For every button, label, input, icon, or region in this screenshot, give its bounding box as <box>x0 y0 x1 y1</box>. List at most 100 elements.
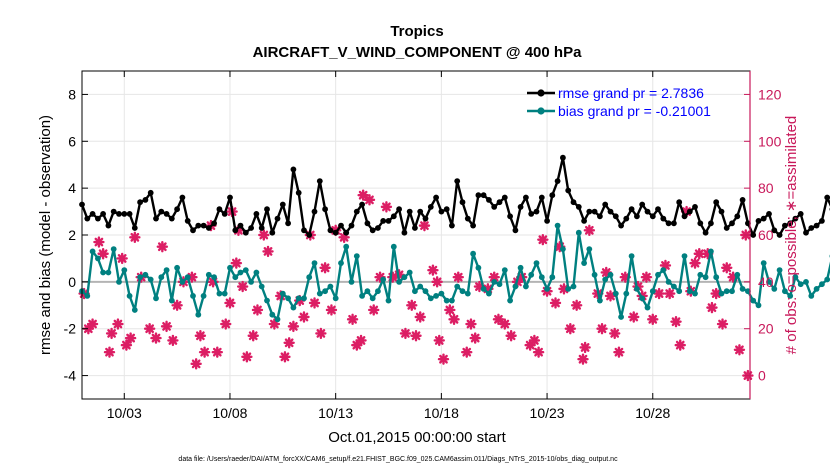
y2-tick-label-3: 60 <box>758 227 774 243</box>
obs-point-74 <box>461 346 473 358</box>
rmse-point-38 <box>279 201 286 208</box>
obs-point-108 <box>640 271 653 283</box>
rmse-point-11 <box>137 199 144 206</box>
rmse-series <box>79 154 830 238</box>
bias-point-68 <box>438 290 445 297</box>
obs-point-125 <box>733 344 746 356</box>
rmse-point-77 <box>486 197 492 203</box>
obs-point-82 <box>505 330 517 342</box>
bias-point-70 <box>449 297 455 304</box>
bias-point-75 <box>475 264 482 271</box>
obs-point-103 <box>613 346 625 358</box>
bias-point-17 <box>168 297 175 304</box>
rmse-point-69 <box>443 206 450 213</box>
obs-point-4 <box>97 248 109 260</box>
bias-point-72 <box>459 288 466 295</box>
bias-point-36 <box>269 311 276 318</box>
rmse-point-128 <box>755 218 762 224</box>
rmse-point-74 <box>470 222 476 229</box>
bias-point-16 <box>163 267 170 273</box>
y2-tick-label-1: 20 <box>758 321 774 337</box>
chart-subtitle: AIRCRAFT_V_WIND_COMPONENT @ 400 hPa <box>253 44 583 61</box>
bias-point-15 <box>158 274 165 281</box>
bias-point-121 <box>718 290 725 297</box>
obs-point-96 <box>579 341 591 354</box>
rmse-point-90 <box>554 178 561 185</box>
bias-point-78 <box>491 279 498 285</box>
rmse-point-65 <box>422 215 429 222</box>
obs-point-34 <box>247 330 259 342</box>
rmse-point-3 <box>95 215 101 222</box>
bias-point-82 <box>512 283 519 290</box>
obs-point-101 <box>604 290 617 302</box>
rmse-point-6 <box>110 208 117 215</box>
obs-point-6 <box>105 327 118 340</box>
obs-point-95 <box>577 353 589 365</box>
bias-point-87 <box>538 274 545 281</box>
obs-point-49 <box>325 304 338 316</box>
obs-point-75 <box>465 318 477 330</box>
bias-series <box>79 222 830 323</box>
bias-point-1 <box>84 293 91 299</box>
rmse-point-129 <box>760 215 767 222</box>
bias-point-45 <box>316 290 323 297</box>
obs-point-32 <box>236 280 249 293</box>
rmse-point-109 <box>655 206 661 213</box>
bias-point-114 <box>681 253 688 259</box>
bias-point-104 <box>628 253 635 259</box>
rmse-point-71 <box>454 178 461 185</box>
rmse-point-59 <box>390 213 397 220</box>
obs-point-17 <box>167 334 179 347</box>
bias-point-47 <box>327 283 334 290</box>
obs-point-90 <box>549 297 562 309</box>
obs-point-22 <box>194 330 207 342</box>
bias-point-19 <box>179 279 186 285</box>
rmse-point-87 <box>538 194 545 201</box>
rmse-point-80 <box>501 194 508 201</box>
rmse-point-50 <box>343 229 350 236</box>
bias-point-130 <box>766 279 772 285</box>
rmse-point-5 <box>105 222 112 229</box>
rmse-point-131 <box>771 227 778 234</box>
bias-point-32 <box>248 279 255 285</box>
obs-point-13 <box>143 323 156 335</box>
rmse-point-75 <box>475 192 482 199</box>
obs-point-56 <box>363 194 376 206</box>
bias-point-120 <box>713 274 720 281</box>
rmse-point-132 <box>776 232 783 238</box>
obs-point-3 <box>93 236 105 248</box>
obs-point-2 <box>86 318 99 330</box>
bias-point-103 <box>623 290 630 297</box>
bias-point-79 <box>496 281 503 288</box>
rmse-point-66 <box>427 204 434 210</box>
bias-point-80 <box>501 267 508 273</box>
rmse-point-51 <box>348 222 355 229</box>
bias-point-23 <box>200 293 207 299</box>
obs-point-18 <box>171 299 183 311</box>
obs-point-16 <box>160 320 173 333</box>
bias-point-27 <box>221 290 228 297</box>
rmse-point-10 <box>131 225 138 231</box>
rmse-point-49 <box>338 222 344 229</box>
y-axis-right: 0 20 40 60 80 100 120 <box>744 71 782 399</box>
obs-point-114 <box>674 339 686 351</box>
obs-point-71 <box>444 304 456 316</box>
bias-point-18 <box>174 264 181 271</box>
rmse-point-67 <box>433 194 439 201</box>
rmse-point-23 <box>200 222 207 229</box>
y2-tick-label-5: 100 <box>758 133 782 149</box>
bias-point-123 <box>729 288 735 295</box>
bias-point-59 <box>390 243 397 250</box>
bias-point-26 <box>216 290 223 297</box>
rmse-point-95 <box>581 218 587 224</box>
rmse-point-32 <box>248 225 255 231</box>
rmse-point-41 <box>295 189 302 196</box>
rmse-point-134 <box>787 220 794 227</box>
legend: rmse grand pr = 2.7836 bias grand pr = -… <box>527 85 711 119</box>
obs-point-41 <box>283 337 295 349</box>
legend-rmse-label: rmse grand pr = 2.7836 <box>558 85 704 101</box>
bias-point-101 <box>612 290 619 297</box>
bias-point-139 <box>813 286 820 292</box>
rmse-point-36 <box>269 229 276 236</box>
bias-point-40 <box>290 304 297 311</box>
